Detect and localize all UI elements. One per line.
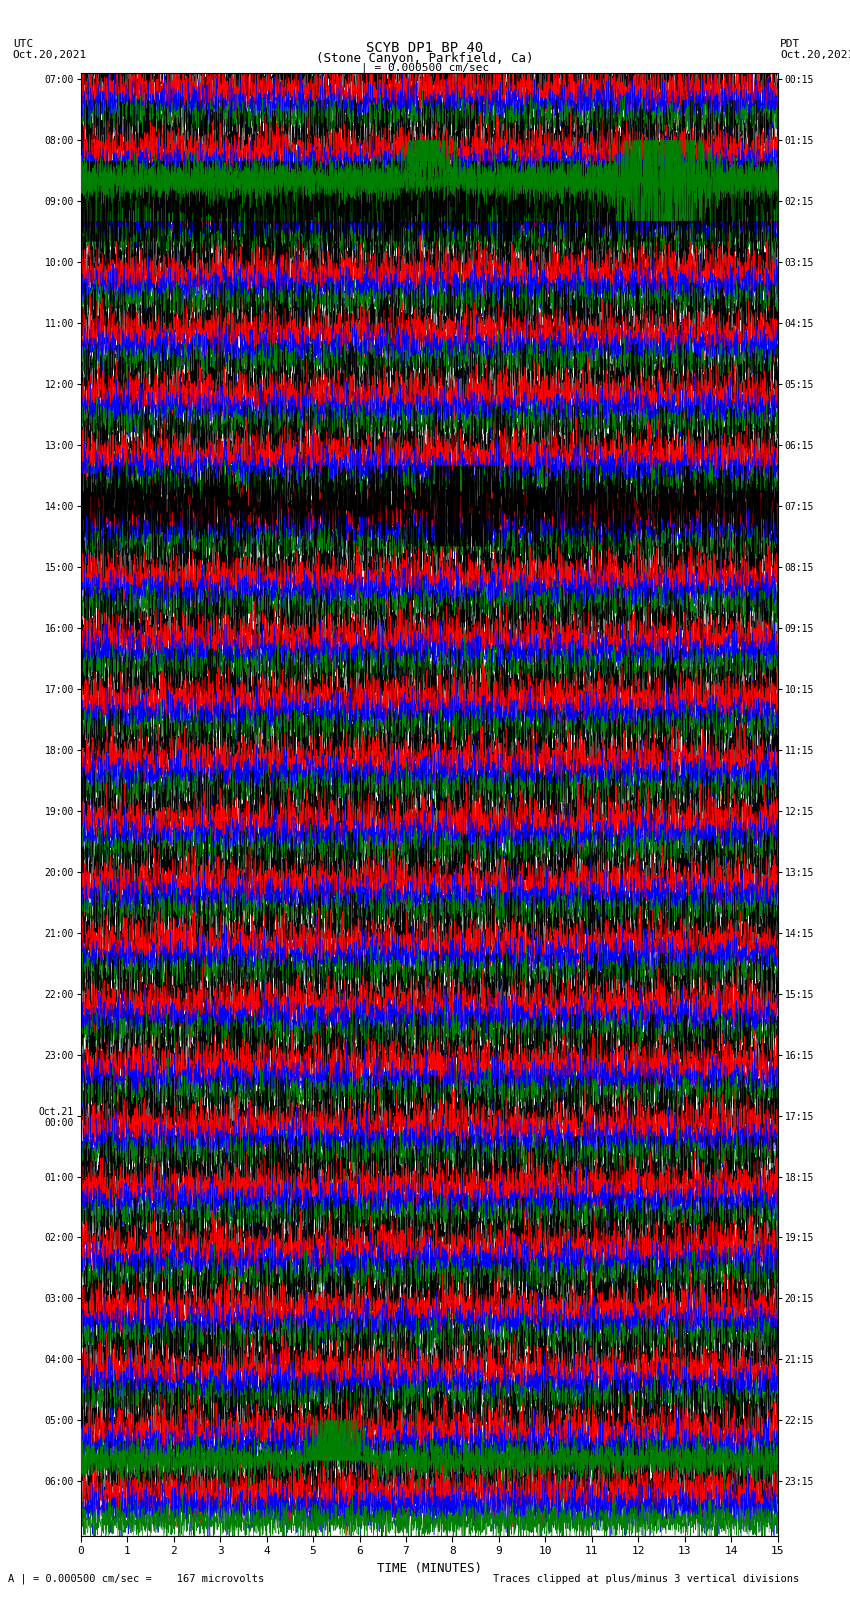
Text: Traces clipped at plus/minus 3 vertical divisions: Traces clipped at plus/minus 3 vertical … xyxy=(493,1574,799,1584)
Text: | = 0.000500 cm/sec: | = 0.000500 cm/sec xyxy=(361,63,489,73)
Text: A | = 0.000500 cm/sec =    167 microvolts: A | = 0.000500 cm/sec = 167 microvolts xyxy=(8,1573,264,1584)
Text: (Stone Canyon, Parkfield, Ca): (Stone Canyon, Parkfield, Ca) xyxy=(316,52,534,65)
Text: UTC: UTC xyxy=(13,39,33,48)
X-axis label: TIME (MINUTES): TIME (MINUTES) xyxy=(377,1561,482,1574)
Text: Oct.20,2021: Oct.20,2021 xyxy=(780,50,850,60)
Text: Oct.20,2021: Oct.20,2021 xyxy=(13,50,87,60)
Text: PDT: PDT xyxy=(780,39,801,48)
Text: SCYB DP1 BP 40: SCYB DP1 BP 40 xyxy=(366,40,484,55)
